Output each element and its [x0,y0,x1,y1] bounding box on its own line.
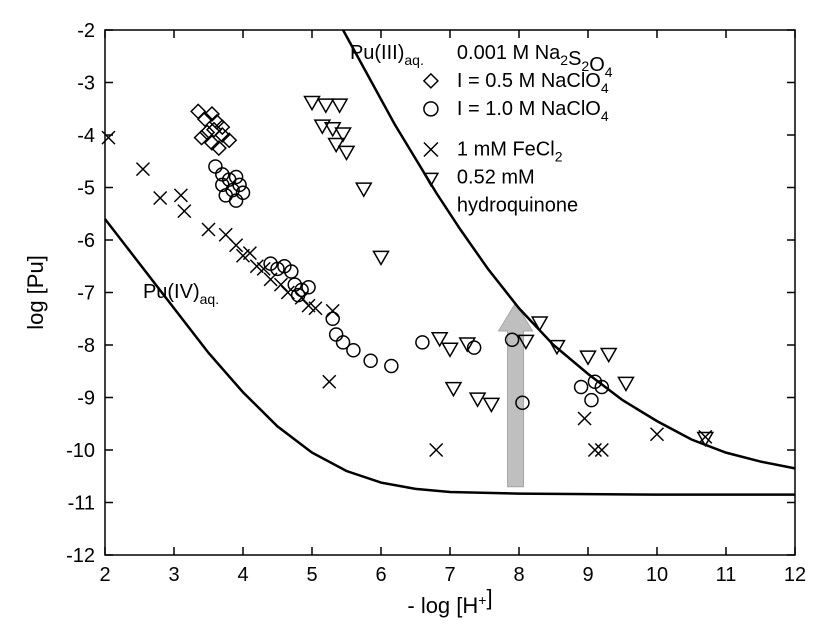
legend-label: I = 1.0 M NaClO4 [457,98,609,124]
legend-marker [424,142,438,156]
x-tick-label: 2 [99,564,110,586]
data-point [385,360,398,373]
legend-label: 1 mM FeCl2 [457,138,563,164]
scatter-chart: 2 3 4 5 6 7 8 9 10 11 12 -12 -11 -10 -9 -8 -7 -6 -5 -4 -3 -2 -… [0,0,838,638]
x-axis-title: - log [H+] [407,585,492,618]
y-tick-label: -11 [68,493,95,515]
data-point [416,336,429,349]
data-point [318,99,333,112]
x-tick-label: 10 [646,564,668,586]
x-tick-label: 4 [237,564,248,586]
data-point [585,394,598,407]
data-point [424,74,438,88]
data-point [339,146,354,159]
y-tick-label: -10 [66,440,95,462]
y-axis-title: log [Pu] [23,255,48,330]
legend-label: hydroquinone [457,194,578,216]
series [191,104,236,155]
y-tick-label: -3 [77,73,95,95]
x-tick-label: 11 [716,564,737,586]
x-tick-label: 8 [513,564,524,586]
x-tick-label: 12 [784,564,806,586]
data-point [374,251,389,264]
data-point [446,383,461,396]
data-point [618,377,633,390]
y-tick-label: -8 [77,335,95,357]
data-point [581,351,596,364]
data-point [484,398,499,411]
legend-marker [424,102,438,116]
data-point [364,354,377,367]
data-point [601,349,616,362]
solubility-curve [343,30,795,468]
y-tick-label: -5 [77,178,95,200]
data-point [326,312,339,325]
data-point [332,99,347,112]
region-label: Pu(IV)aq. [143,281,219,307]
y-tick-label: -6 [77,230,95,252]
x-tick-label: 6 [375,564,386,586]
x-tick-label: 7 [444,564,455,586]
data-point [347,344,360,357]
data-point [443,343,458,356]
data-point [356,183,371,196]
x-tick-label: 9 [582,564,593,586]
legend-label: I = 0.5 M NaClO4 [457,70,609,96]
legend-marker [424,74,438,88]
y-tick-label: -9 [77,388,95,410]
y-tick-label: -7 [77,283,95,305]
trend-arrow-icon [499,303,533,487]
data-point [209,160,222,173]
data-point [330,328,343,341]
data-point [575,381,588,394]
legend-label: 0.52 mM [457,166,535,188]
y-tick-label: -12 [66,545,95,567]
data-point [200,125,214,139]
y-tick-label: -4 [77,125,95,147]
data-point [195,131,209,145]
x-tick-label: 3 [168,564,179,586]
chart-container: 2 3 4 5 6 7 8 9 10 11 12 -12 -11 -10 -9 -8 -7 -6 -5 -4 -3 -2 -… [0,0,838,638]
data-point [424,102,438,116]
y-tick-label: -2 [77,20,95,42]
data-point [191,104,205,118]
data-point [470,393,485,406]
x-tick-label: 5 [306,564,317,586]
